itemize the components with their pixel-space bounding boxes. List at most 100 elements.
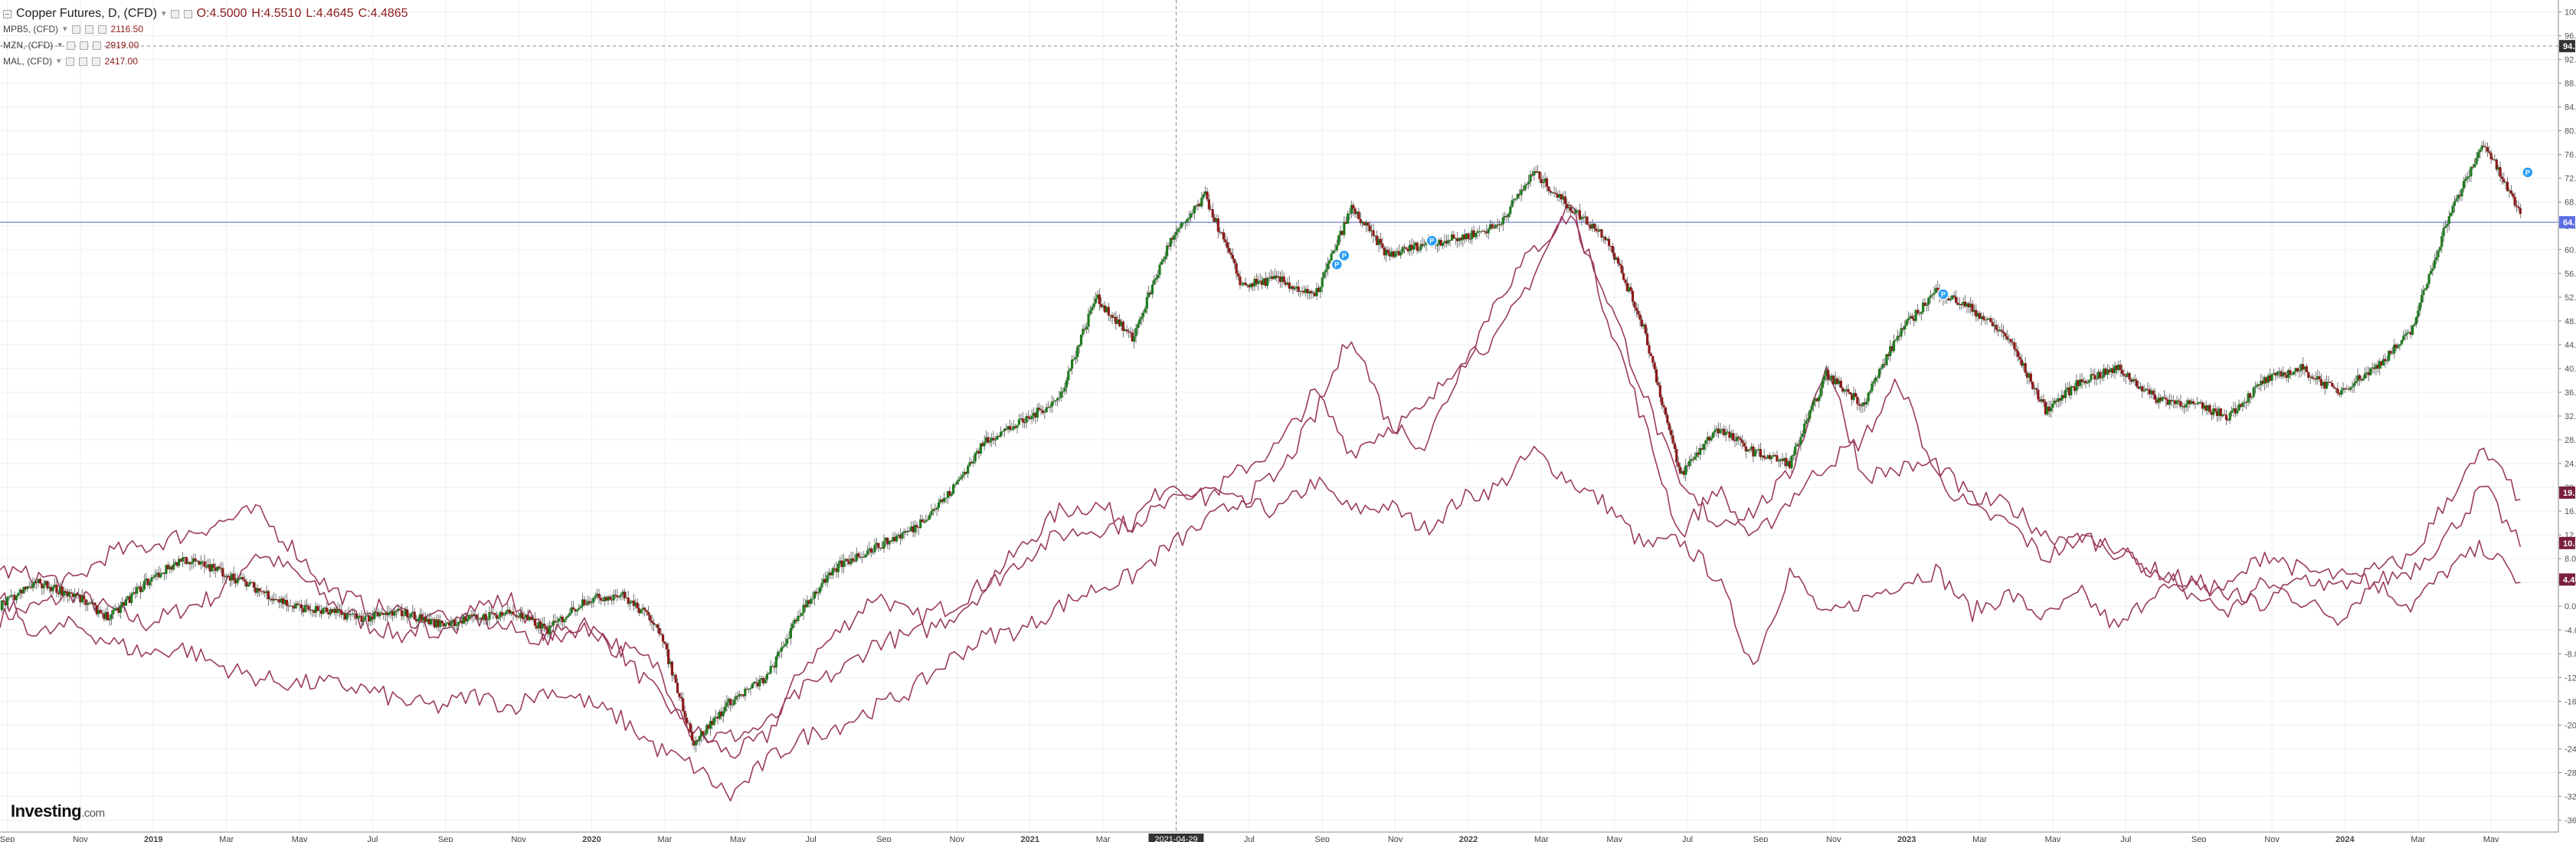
candle-body [1748, 449, 1751, 450]
chevron-down-icon[interactable]: ▾ [63, 25, 67, 34]
candle-body [1196, 204, 1200, 206]
candle-body [1799, 437, 1802, 445]
candle-body [2100, 377, 2103, 378]
candle-body [550, 625, 553, 627]
candle-body [457, 621, 460, 624]
candle-body [1691, 459, 1694, 460]
candle-body [1497, 224, 1501, 225]
candle-body [1885, 354, 1888, 365]
candle-body [1600, 229, 1603, 238]
eye-icon[interactable] [66, 41, 75, 50]
candle-body [1777, 460, 1780, 462]
close-icon[interactable] [92, 41, 101, 50]
chevron-down-icon[interactable]: ▾ [57, 41, 62, 50]
candle-body [895, 536, 898, 542]
candle-body [1306, 289, 1309, 293]
eye-icon[interactable] [71, 25, 80, 34]
candle-body [1355, 211, 1359, 215]
candle-body [179, 559, 182, 562]
candle-body [340, 610, 343, 615]
candle-body [1956, 302, 1959, 306]
y-tick-label: 96.00% [2565, 32, 2576, 41]
candle-body [252, 582, 256, 588]
legend-main-row[interactable]: Copper Futures, D, (CFD) ▾ O:4.5000 H:4.… [3, 6, 408, 21]
candle-body [1741, 440, 1744, 443]
x-tick-label: Nov [73, 835, 88, 842]
candle-body [298, 604, 301, 605]
candle-body [1350, 205, 1353, 214]
legend-compare-row[interactable]: MAL, (CFD) ▾ 2417.00 [3, 54, 408, 70]
candle-body [1277, 276, 1280, 278]
crosshair-y-badge: 94.2419 [2563, 42, 2576, 51]
candle-body [385, 613, 389, 615]
candle-body [382, 612, 385, 615]
candle-body [827, 572, 831, 575]
candle-body [309, 609, 312, 611]
eye-icon[interactable] [65, 57, 74, 66]
close-icon[interactable] [183, 9, 192, 18]
candle-body [1551, 192, 1554, 194]
candle-body [1003, 428, 1006, 431]
news-marker-icon[interactable] [1338, 249, 1350, 262]
y-tick-label: 16.00% [2565, 507, 2576, 516]
close-icon[interactable] [91, 57, 100, 66]
x-tick-label: May [1606, 835, 1622, 842]
candle-body [1324, 269, 1327, 273]
legend-compare-row[interactable]: MPB5, (CFD) ▾ 2116.50 [3, 21, 408, 38]
candle-body [1726, 431, 1730, 433]
candle-body [1834, 378, 1837, 385]
candle-body [489, 611, 493, 613]
candle-body [1278, 276, 1281, 283]
candle-body [2375, 365, 2378, 369]
candle-body [430, 619, 433, 624]
candle-body [2378, 361, 2381, 369]
legend-compare-row[interactable]: MZN, (CFD) ▾ 2919.00 [3, 38, 408, 54]
candle-body [931, 509, 934, 512]
candle-body [630, 600, 633, 602]
news-marker-icon[interactable] [1331, 258, 1344, 270]
settings-icon[interactable] [79, 41, 88, 50]
candle-body [1558, 194, 1561, 198]
collapse-legend-icon[interactable] [3, 9, 11, 18]
candle-body [2475, 158, 2478, 165]
candle-body [418, 614, 421, 619]
candle-body [1628, 287, 1631, 292]
candle-body [1746, 449, 1750, 452]
candle-body [1116, 319, 1119, 324]
news-marker-icon[interactable] [1425, 234, 1439, 247]
candle-body [1101, 305, 1105, 307]
candle-body [941, 500, 944, 503]
candle-body [791, 624, 794, 628]
candle-body [1534, 171, 1537, 173]
candle-body [1157, 274, 1160, 279]
candle-body [1743, 442, 1746, 447]
chevron-down-icon[interactable]: ▾ [57, 57, 61, 66]
candle-body [2369, 368, 2372, 375]
news-marker-icon[interactable] [1937, 288, 1949, 300]
candle-body [208, 564, 211, 572]
candle-body [227, 575, 230, 578]
close-icon[interactable] [97, 25, 106, 34]
candle-body [1761, 455, 1764, 457]
settings-icon[interactable] [170, 9, 179, 18]
candle-body [1936, 287, 1939, 290]
candle-body [2066, 387, 2069, 390]
settings-icon[interactable] [78, 57, 87, 66]
candle-body [2270, 373, 2273, 381]
candle-body [442, 623, 445, 627]
candle-body [1699, 447, 1702, 455]
chevron-down-icon[interactable]: ▾ [162, 9, 166, 18]
candle-body [546, 629, 549, 634]
news-marker-icon[interactable] [2522, 166, 2534, 179]
candle-body [2470, 166, 2473, 177]
candle-body [673, 674, 676, 676]
candle-body [575, 609, 579, 612]
candle-body [1039, 409, 1043, 411]
y-tick-label: 32.00% [2565, 412, 2576, 421]
y-tick-label: 36.00% [2565, 388, 2576, 398]
x-tick-label: Mar [1096, 835, 1111, 842]
settings-icon[interactable] [84, 25, 93, 34]
candle-body [2476, 152, 2480, 159]
